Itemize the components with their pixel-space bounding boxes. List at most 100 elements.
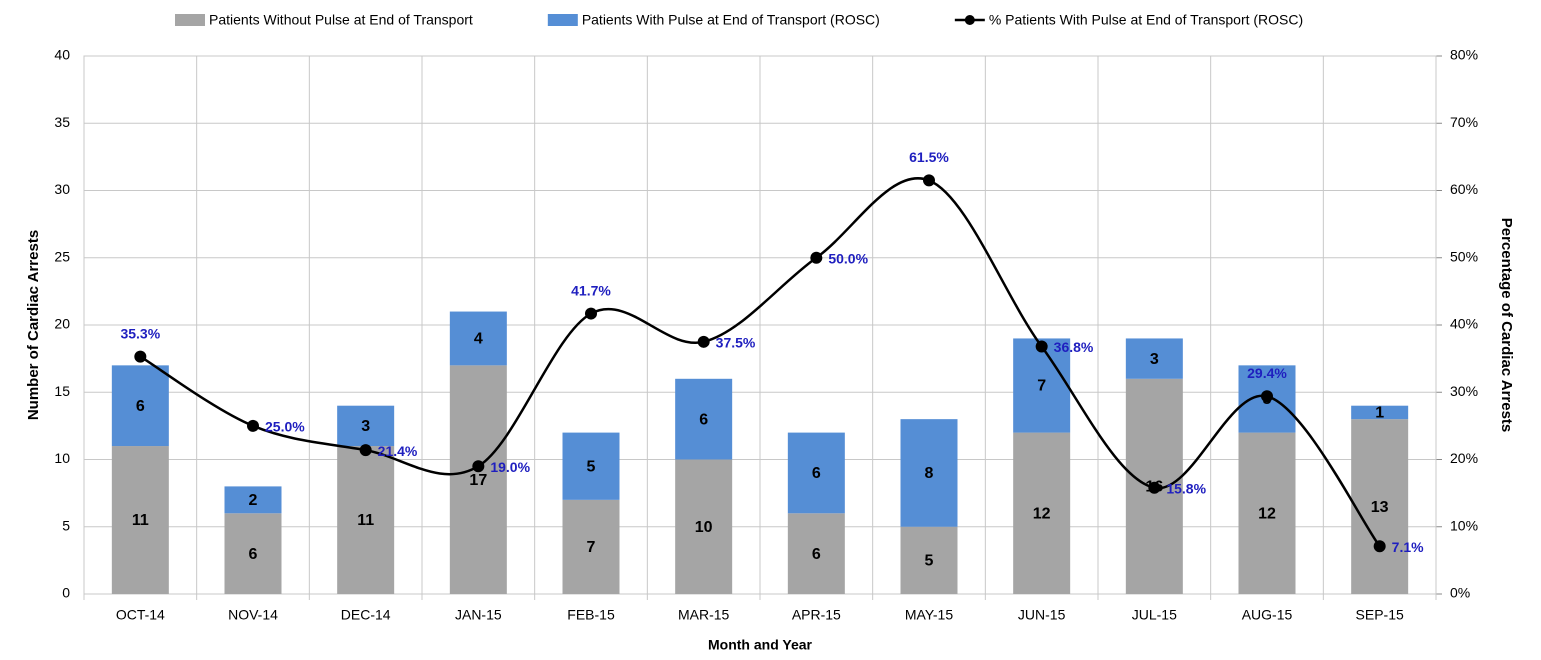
x-tick-label: APR-15 [792,607,841,623]
y2-tick-label: 20% [1450,450,1478,466]
bar [675,378,733,460]
bar-value-label: 6 [249,546,258,563]
line-value-label: 35.3% [120,325,160,341]
bar-value-label: 7 [1037,378,1046,395]
bar-value-label: 12 [1258,506,1276,523]
x-tick-label: NOV-14 [228,607,278,623]
line-value-label: 7.1% [1392,539,1424,555]
line-marker [1261,390,1273,403]
bar [224,486,282,514]
bar-value-label: 5 [587,458,596,475]
plot-border [83,55,1437,595]
bar [900,526,958,594]
line-marker [1373,540,1386,553]
y-tick-label: 10 [54,450,70,466]
bar-value-label: 8 [925,465,934,482]
legend-label: Patients Without Pulse at End of Transpo… [209,12,473,28]
line-marker [810,251,823,264]
x-tick-label: AUG-15 [1242,607,1293,623]
x-tick-label: JUN-15 [1018,607,1066,623]
y2-tick-label: 0% [1450,585,1470,601]
legend-swatch [964,15,975,25]
y-tick-label: 0 [62,585,70,601]
line-value-label: 19.0% [490,459,530,475]
y2-tick-label: 40% [1450,316,1478,332]
bar [449,311,507,366]
line-marker [1035,340,1048,353]
bar [224,513,282,594]
line-marker [923,174,935,187]
line-marker [247,419,259,432]
y-axis-title: Number of Cardiac Arrests [25,230,42,420]
line-marker [134,350,147,363]
bar [787,513,845,594]
bar [1013,338,1071,433]
line-marker [472,460,485,473]
bar-value-label: 10 [695,519,713,536]
bar-value-label: 13 [1371,499,1389,516]
bar-value-label: 6 [136,398,145,415]
line-marker [697,335,710,348]
y2-tick-label: 70% [1450,114,1478,130]
line-value-label: 29.4% [1247,365,1287,381]
legend-swatch [175,14,205,26]
y-tick-label: 40 [54,47,70,63]
x-tick-label: JUL-15 [1132,607,1177,623]
line-marker [359,444,372,457]
y-tick-label: 35 [54,114,70,130]
line-value-label: 25.0% [265,419,305,435]
y-tick-label: 20 [54,316,70,332]
line-value-label: 41.7% [571,282,611,298]
bar-value-label: 17 [469,472,487,489]
bar [900,419,958,527]
y2-tick-label: 30% [1450,383,1478,399]
bar-value-label: 3 [361,418,370,435]
bar-value-label: 5 [925,553,934,570]
legend-label: Patients With Pulse at End of Transport … [582,12,880,28]
y2-tick-label: 80% [1450,47,1478,63]
bar-value-label: 6 [699,411,708,428]
line-value-label: 15.8% [1166,480,1206,496]
line-value-label: 37.5% [716,335,756,351]
y-tick-label: 25 [54,248,70,264]
bar-value-label: 6 [812,465,821,482]
x-axis-title: Month and Year [708,637,813,653]
bar [562,499,620,594]
x-tick-label: DEC-14 [341,607,391,623]
bar-value-label: 3 [1150,351,1159,368]
x-tick-label: JAN-15 [455,607,502,623]
bar-value-label: 4 [474,331,483,348]
bar [1013,432,1071,594]
line-marker [585,307,597,320]
y2-tick-label: 50% [1450,248,1478,264]
bar [337,405,395,447]
bar [787,432,845,514]
x-tick-label: MAR-15 [678,607,730,623]
bar [1125,338,1183,379]
legend-label: % Patients With Pulse at End of Transpor… [989,12,1303,28]
y2-tick-label: 10% [1450,517,1478,533]
x-tick-label: MAY-15 [905,607,953,623]
y-tick-label: 5 [62,517,70,533]
bar [1238,432,1296,594]
bar-value-label: 7 [587,539,596,556]
line-value-label: 50.0% [828,250,868,266]
bar [562,432,620,500]
bar [1351,405,1409,420]
line-value-label: 36.8% [1054,339,1094,355]
y-tick-label: 15 [54,383,70,399]
bar-value-label: 6 [812,546,821,563]
bar-value-label: 11 [132,512,149,529]
bar-value-label: 12 [1033,506,1051,523]
bar-value-label: 1 [1375,405,1384,422]
bar [1351,419,1409,594]
bar [337,446,395,594]
x-tick-label: SEP-15 [1356,607,1404,623]
y2-axis-title: Percentage of Cardiac Arrests [1498,218,1515,433]
y-tick-label: 30 [54,181,70,197]
x-tick-label: OCT-14 [116,607,165,623]
bar [111,446,169,594]
bar [675,459,733,594]
line-value-label: 21.4% [378,443,418,459]
